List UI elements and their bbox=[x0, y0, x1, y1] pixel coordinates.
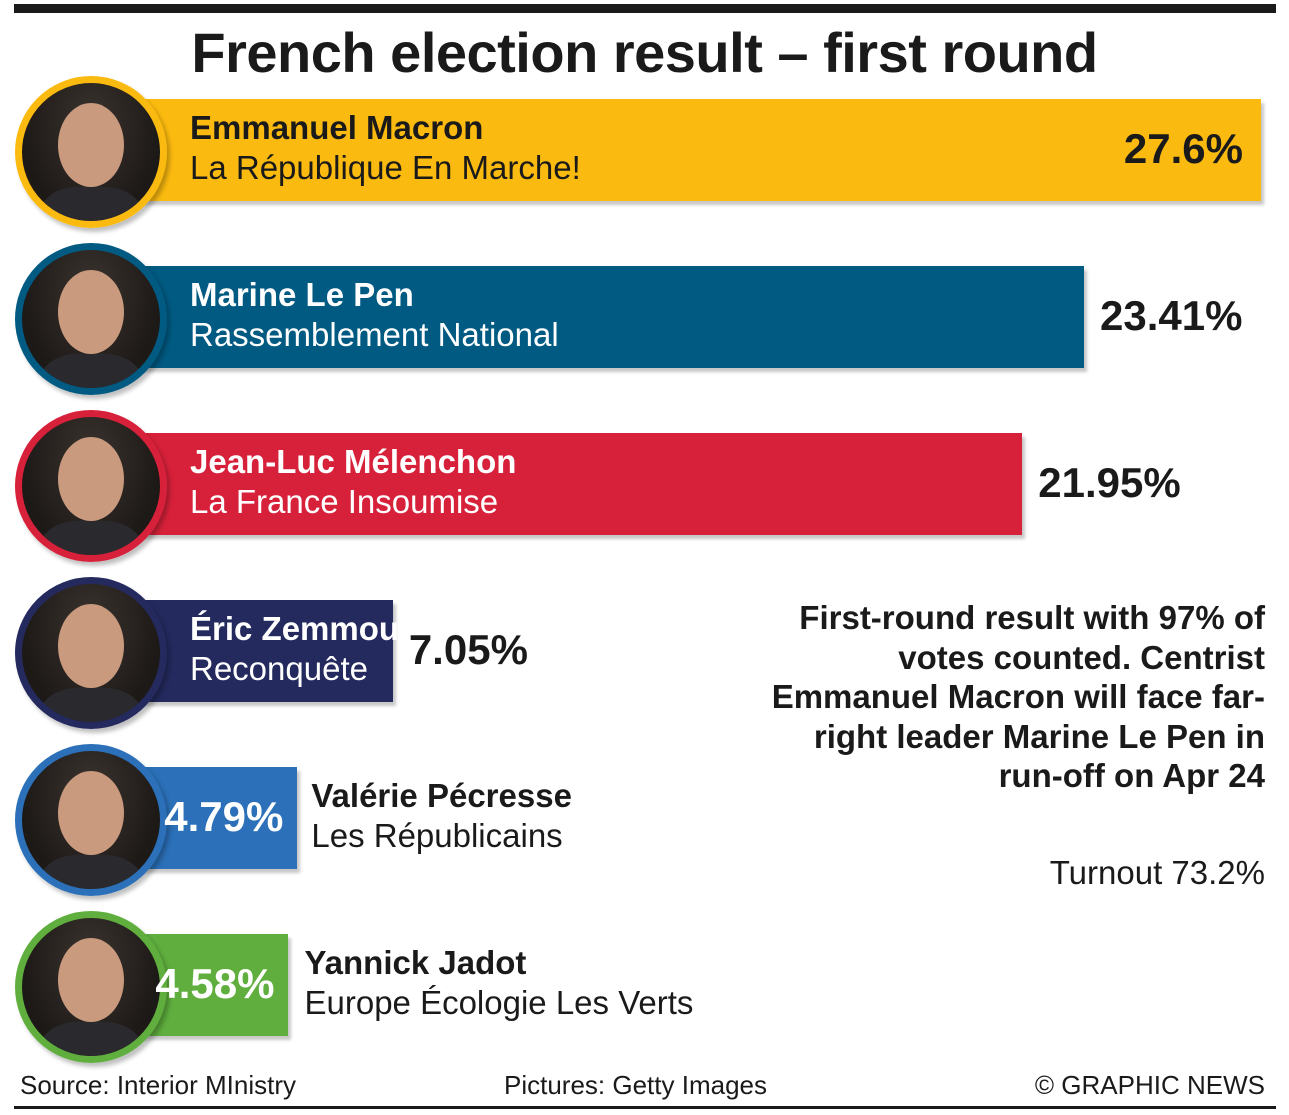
result-bar bbox=[95, 99, 1261, 201]
candidate-photo bbox=[15, 911, 167, 1063]
candidate-name: Marine Le Pen bbox=[190, 276, 414, 313]
source-text: Source: Interior MInistry bbox=[20, 1070, 296, 1100]
candidate-name: Emmanuel Macron bbox=[190, 109, 484, 146]
top-rule bbox=[14, 4, 1276, 13]
chart-title: French election result – first round bbox=[191, 21, 1098, 84]
party-name: Europe Écologie Les Verts bbox=[304, 984, 694, 1021]
candidate-row: Jean-Luc Mélenchon La France Insoumise 21.… bbox=[0, 407, 1289, 567]
candidate-label: Marine Le Pen Rassemblement National bbox=[190, 275, 559, 355]
candidate-label: Yannick Jadot Europe Écologie Les Verts bbox=[304, 943, 693, 1023]
candidate-photo bbox=[15, 410, 167, 562]
result-note: First-round result with 97% of votes cou… bbox=[771, 599, 1265, 794]
candidate-row: Yannick Jadot Europe Écologie Les Verts 4.… bbox=[0, 908, 1289, 1068]
candidate-name: Éric Zemmour bbox=[190, 610, 412, 647]
portrait-silhouette-icon bbox=[36, 270, 146, 388]
portrait-silhouette-icon bbox=[36, 938, 146, 1056]
party-name: La République En Marche! bbox=[190, 149, 581, 186]
candidate-name: Yannick Jadot bbox=[304, 944, 527, 981]
candidate-row: Marine Le Pen Rassemblement National 23.41… bbox=[0, 240, 1289, 400]
candidate-label: Valérie Pécresse Les Républicains bbox=[311, 776, 572, 856]
result-bar bbox=[95, 433, 1023, 535]
value-label: 4.58% bbox=[155, 960, 275, 1007]
portrait-silhouette-icon bbox=[36, 437, 146, 555]
turnout-text: Turnout 73.2% bbox=[1049, 854, 1265, 891]
graphic-news-credit: © GRAPHIC NEWS bbox=[1034, 1070, 1265, 1100]
candidate-label: Emmanuel Macron La République En Marche! bbox=[190, 108, 581, 188]
value-label: 21.95% bbox=[1038, 459, 1181, 506]
candidate-label: Éric Zemmour Reconquête bbox=[190, 609, 412, 689]
party-name: Rassemblement National bbox=[190, 316, 559, 353]
party-name: Les Républicains bbox=[311, 817, 563, 854]
portrait-silhouette-icon bbox=[36, 604, 146, 722]
candidate-photo bbox=[15, 76, 167, 228]
party-name: Reconquête bbox=[190, 650, 368, 687]
candidate-row: Valérie Pécresse Les Républicains 4.79% bbox=[0, 741, 1289, 901]
candidate-row: Emmanuel Macron La République En Marche! 2… bbox=[0, 73, 1289, 233]
portrait-silhouette-icon bbox=[36, 103, 146, 221]
value-label: 7.05% bbox=[408, 626, 528, 673]
candidate-photo bbox=[15, 577, 167, 729]
party-name: La France Insoumise bbox=[190, 483, 499, 520]
candidate-name: Valérie Pécresse bbox=[311, 777, 572, 814]
candidate-photo bbox=[15, 744, 167, 896]
value-label: 27.6% bbox=[1123, 125, 1243, 172]
result-bar bbox=[95, 266, 1084, 368]
bottom-rule bbox=[14, 1106, 1276, 1109]
candidate-label: Jean-Luc Mélenchon La France Insoumise bbox=[190, 442, 516, 522]
value-label: 4.79% bbox=[164, 793, 284, 840]
candidate-name: Jean-Luc Mélenchon bbox=[190, 443, 517, 480]
candidate-photo bbox=[15, 243, 167, 395]
pictures-credit: Pictures: Getty Images bbox=[504, 1070, 767, 1100]
portrait-silhouette-icon bbox=[36, 771, 146, 889]
candidate-row: Éric Zemmour Reconquête 7.05% bbox=[0, 574, 1289, 734]
value-label: 23.41% bbox=[1099, 292, 1243, 339]
